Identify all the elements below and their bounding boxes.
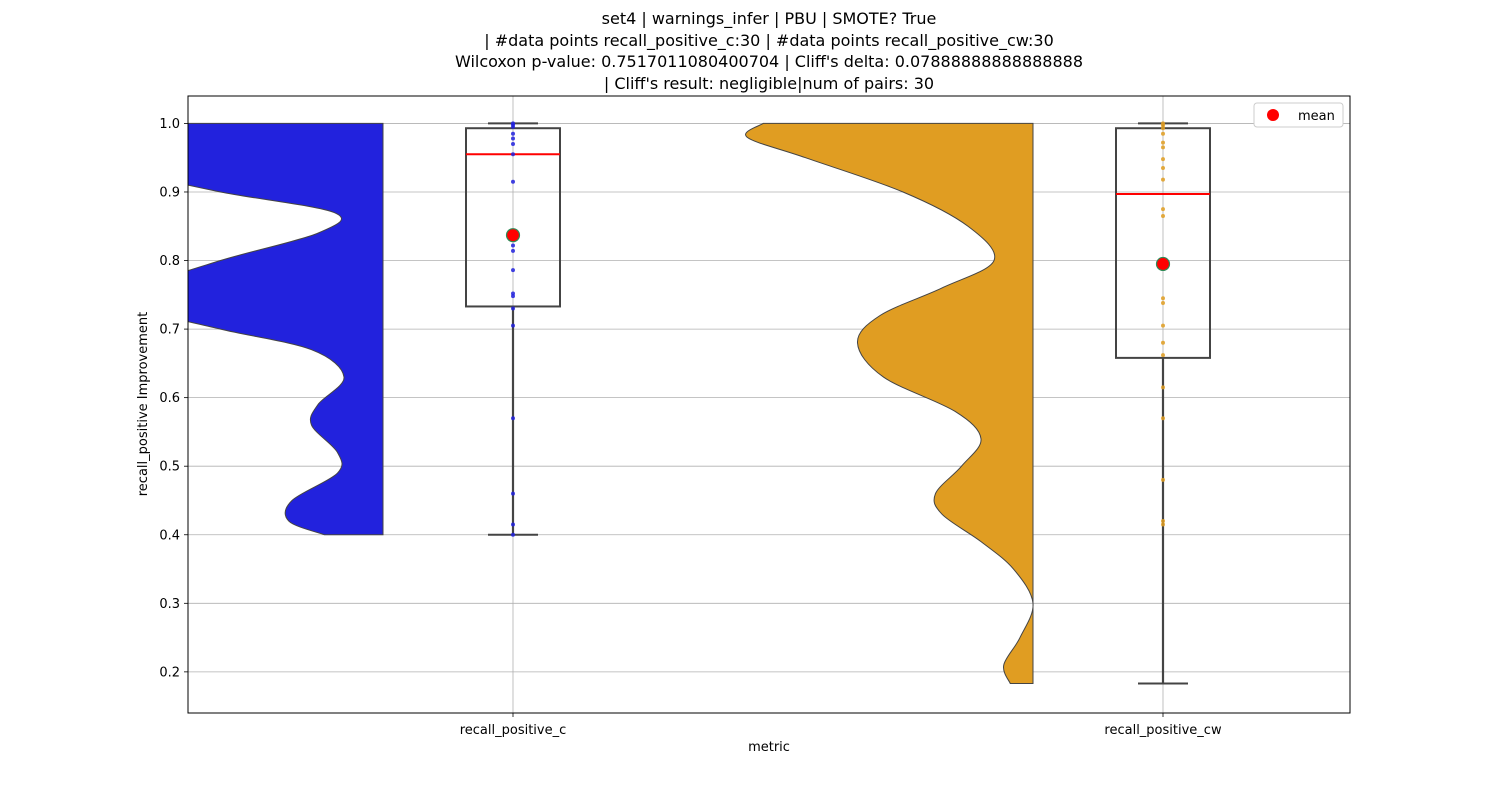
data-point bbox=[1161, 353, 1165, 358]
data-point bbox=[511, 416, 515, 421]
data-point bbox=[1161, 301, 1165, 306]
data-point bbox=[1161, 131, 1165, 136]
data-point bbox=[511, 491, 515, 496]
data-point bbox=[1161, 416, 1165, 421]
legend: mean bbox=[1253, 102, 1344, 128]
point-layer bbox=[505, 121, 1171, 537]
y-tick-label: 0.5 bbox=[159, 460, 180, 475]
data-point bbox=[1161, 165, 1165, 170]
data-point bbox=[1161, 522, 1165, 527]
violin-layer bbox=[188, 122, 1034, 685]
data-point bbox=[511, 268, 515, 273]
mean-marker bbox=[1155, 256, 1171, 272]
data-point bbox=[511, 294, 515, 299]
data-point bbox=[511, 124, 515, 129]
y-tick-label: 1.0 bbox=[159, 117, 180, 132]
mean-marker bbox=[505, 228, 521, 243]
y-tick-label: 0.4 bbox=[159, 528, 180, 543]
data-point bbox=[511, 136, 515, 141]
data-point bbox=[511, 243, 515, 248]
data-point bbox=[511, 152, 515, 157]
data-point bbox=[511, 522, 515, 527]
data-point bbox=[1161, 340, 1165, 345]
data-point bbox=[1161, 477, 1165, 482]
data-point bbox=[511, 131, 515, 136]
title-line-4: | Cliff's result: negligible|num of pair… bbox=[603, 73, 935, 93]
data-point bbox=[1161, 123, 1165, 128]
legend-mean-label: mean bbox=[1298, 109, 1335, 124]
violin-recall_positive_cw bbox=[745, 122, 1034, 685]
chart-title: set4 | warnings_infer | PBU | SMOTE? Tru… bbox=[0, 8, 1500, 94]
y-axis-label: recall_positive Improvement bbox=[136, 312, 151, 496]
data-point bbox=[511, 291, 515, 296]
data-point bbox=[1161, 213, 1165, 218]
y-tick-label: 0.6 bbox=[159, 391, 180, 406]
box-layer bbox=[465, 122, 1211, 685]
data-point bbox=[1161, 519, 1165, 524]
x-axis-label: metric bbox=[748, 740, 790, 755]
tick-layer: 0.2 0.3 0.4 0.5 0.6 0.7 0.8 0.9 1.0 recall_positi… bbox=[159, 117, 1222, 738]
data-point bbox=[511, 179, 515, 184]
data-point bbox=[1161, 126, 1165, 131]
data-point bbox=[1161, 157, 1165, 162]
data-point bbox=[511, 248, 515, 253]
y-tick-label: 0.7 bbox=[159, 323, 180, 338]
legend-mean-marker bbox=[1267, 109, 1279, 121]
data-point bbox=[1161, 207, 1165, 212]
x-tick-label: recall_positive_cw bbox=[1104, 723, 1222, 738]
y-tick-label: 0.9 bbox=[159, 185, 180, 200]
legend-box bbox=[1253, 102, 1344, 128]
data-point bbox=[1161, 177, 1165, 182]
y-tick-label: 0.3 bbox=[159, 597, 180, 612]
title-line-2: | #data points recall_positive_c:30 | #d… bbox=[484, 30, 1054, 50]
title-line-3: Wilcoxon p-value: 0.7517011080400704 | C… bbox=[454, 52, 1084, 71]
data-point bbox=[1161, 145, 1165, 150]
y-tick-label: 0.8 bbox=[159, 254, 180, 269]
data-point bbox=[511, 532, 515, 537]
violin-recall_positive_c bbox=[188, 122, 384, 536]
data-point bbox=[511, 323, 515, 328]
y-tick-label: 0.2 bbox=[159, 665, 180, 680]
title-line-1: set4 | warnings_infer | PBU | SMOTE? Tru… bbox=[601, 9, 937, 28]
data-point bbox=[1161, 296, 1165, 301]
data-point bbox=[1161, 140, 1165, 145]
data-point bbox=[511, 141, 515, 146]
data-point bbox=[1161, 323, 1165, 328]
plot-frame bbox=[187, 95, 1351, 714]
data-point bbox=[1161, 385, 1165, 390]
data-point bbox=[511, 306, 515, 311]
x-tick-label: recall_positive_c bbox=[460, 723, 567, 738]
